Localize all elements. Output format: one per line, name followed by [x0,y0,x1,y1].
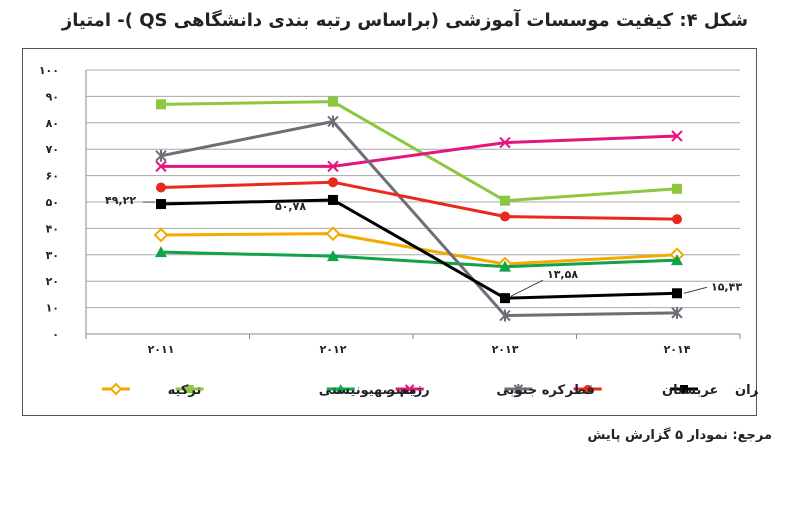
data-label: ۵۰,۷۸ [275,200,306,213]
legend-swatch-marker [185,385,194,393]
data-label: ۱۵,۴۳ [711,280,742,293]
series-line [160,198,678,300]
y-tick-label: ۳۰ [46,249,59,262]
x-tick-label: ۲۰۱۳ [492,343,519,356]
source-note: مرجع: نمودار ۵ گزارش پایش [587,428,772,443]
y-tick-label: ۶۰ [46,170,59,183]
series-line [160,250,678,269]
series-line [161,134,678,168]
x-tick-label: ۲۰۱۴ [664,343,691,356]
x-tick-label: ۲۰۱۲ [320,343,347,356]
legend-swatch-marker [680,385,689,393]
annotation-leader [683,286,708,294]
y-tick-label: ۵۰ [46,196,59,209]
y-tick-label: ۴۰ [46,222,59,235]
legend-label: عربستان [662,383,718,398]
data-point [499,260,511,272]
data-label: ۱۳,۵۸ [547,268,578,281]
legend-label: رژیم صهیونیستی [319,383,430,398]
data-point [500,293,510,304]
chart-title: شکل ۴: کیفیت موسسات آموزشی (براساس رتبه … [61,10,749,31]
y-tick-label: ۹۰ [46,90,59,103]
y-tick-label: ۰ [52,328,59,341]
data-point [156,182,166,193]
legend-label: مصر [387,383,417,398]
data-point [153,227,169,243]
series-line [160,100,678,203]
data-point [672,214,682,225]
data-point [671,254,683,266]
legend-swatch-marker [583,385,592,393]
data-point [327,115,339,128]
data-point [499,309,511,322]
y-tick-label: ۲۰ [46,275,59,288]
legend-label: ترکیه [168,383,202,398]
legend-swatch-marker [109,382,123,396]
data-point [327,250,339,262]
legend-swatch-marker [335,384,346,393]
data-point [671,306,683,319]
legend-label: ایران [735,383,758,398]
data-point [500,211,510,222]
legend-swatch-marker [513,384,524,394]
chart-frame: ۰ ۱۰ ۲۰ ۳۰ ۴۰ ۵۰ ۶۰ ۷۰ ۸۰ ۹۰ ۱۰۰ ۲۰۱۱ ۲۰۱۲ ۲۰۱۳ ۲۰۱۴ ۴۹… [22,48,758,416]
data-point [155,160,167,173]
data-point [155,149,167,162]
y-tick-label: ۱۰ [46,302,59,315]
series-line [160,180,678,221]
series-line [160,119,678,318]
data-point [327,160,339,173]
data-point [499,136,511,149]
y-tick-label: ۱۰۰ [39,64,59,77]
data-point [155,246,167,258]
annotation-leader [510,279,544,297]
line-chart: ۰ ۱۰ ۲۰ ۳۰ ۴۰ ۵۰ ۶۰ ۷۰ ۸۰ ۹۰ ۱۰۰ ۲۰۱۱ ۲۰۱۲ ۲۰۱۳ ۲۰۱۴ ۴۹… [39,64,758,398]
x-tick-label: ۲۰۱۱ [148,343,175,356]
legend-label: کره جنوبی [496,383,565,398]
data-point [325,226,341,242]
data-point [672,288,682,299]
legend-swatch-marker [404,384,415,394]
data-point [500,195,510,206]
legend-label: قطر [565,383,595,398]
data-point [328,177,338,188]
y-tick-label: ۷۰ [46,143,59,156]
data-point [672,183,682,194]
data-point [671,130,683,142]
data-point [328,96,338,107]
data-point [156,99,166,110]
data-point [328,194,338,205]
data-point [156,199,166,210]
data-label: ۴۹,۲۲ [105,194,136,207]
y-tick-label: ۸۰ [46,117,59,130]
